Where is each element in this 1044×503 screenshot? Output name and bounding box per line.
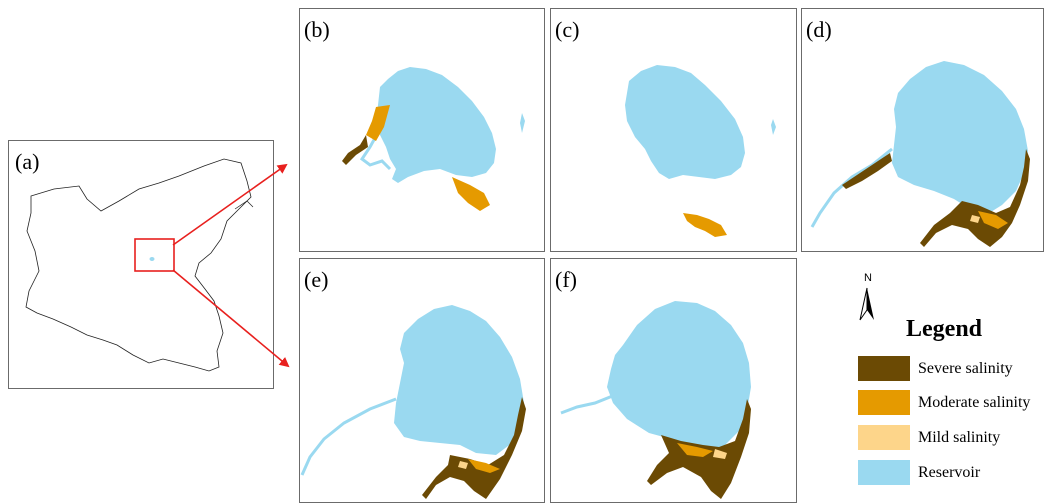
legend-title: Legend <box>906 316 983 342</box>
zoom-arrow-lower <box>172 269 290 368</box>
legend-swatch-mild <box>858 425 910 450</box>
salinity-map-e <box>300 305 526 499</box>
severe-salinity-zone <box>342 135 368 165</box>
reservoir-channel <box>560 393 616 415</box>
reservoir-channel <box>300 397 397 476</box>
reservoir-area <box>625 65 745 179</box>
map-panel-e: (e) <box>299 258 545 503</box>
panel-label-a: (a) <box>15 149 40 174</box>
legend-label-severe: Severe salinity <box>918 360 1013 377</box>
inner-boundary <box>234 200 254 210</box>
north-arrow-label: N <box>864 272 872 284</box>
moderate-salinity-zone <box>683 213 727 237</box>
reservoir-area <box>376 67 496 183</box>
mild-salinity-zone <box>970 215 980 223</box>
county-boundary-map <box>25 158 254 372</box>
legend-label-moderate: Moderate salinity <box>918 394 1031 411</box>
moderate-salinity-zone <box>366 105 390 141</box>
panel-label-b: (b) <box>304 17 330 42</box>
north-arrow-icon <box>859 287 874 321</box>
map-panel-f: (f) <box>550 258 797 503</box>
salinity-map-d <box>810 61 1030 247</box>
reservoir-dot <box>149 257 155 261</box>
study-area-highlight <box>134 238 175 272</box>
panel-label-d: (d) <box>806 17 832 42</box>
legend-swatch-reservoir <box>858 460 910 485</box>
reservoir-fragment <box>520 113 525 133</box>
reservoir-area <box>607 301 751 451</box>
salinity-map-c <box>625 65 776 237</box>
legend-label-reservoir: Reservoir <box>918 464 981 481</box>
overview-map-panel: (a) <box>8 140 274 389</box>
salinity-map-b <box>342 67 525 211</box>
panel-label-f: (f) <box>555 267 577 292</box>
moderate-salinity-zone-2 <box>452 177 490 211</box>
mild-salinity-zone <box>458 461 468 469</box>
legend-swatch-severe <box>858 356 910 381</box>
moderate-salinity-zone <box>468 459 500 473</box>
reservoir-channel <box>359 128 392 171</box>
legend-swatch-moderate <box>858 390 910 415</box>
mild-salinity-zone <box>713 449 727 459</box>
reservoir-fragment <box>771 119 776 135</box>
legend-label-mild: Mild salinity <box>918 429 1001 446</box>
panel-label-c: (c) <box>555 17 580 42</box>
map-panel-d: (d) <box>801 8 1044 252</box>
moderate-salinity-zone <box>677 443 713 457</box>
reservoir-area <box>892 61 1028 215</box>
map-panel-c: (c) <box>550 8 797 252</box>
moderate-salinity-zone <box>978 211 1008 229</box>
legend: N Legend Severe salinity Moderate salini… <box>852 272 1044 503</box>
north-arrow: N <box>852 272 882 324</box>
map-panel-b: (b) <box>299 8 545 252</box>
county-boundary <box>25 158 252 372</box>
severe-salinity-zone <box>422 397 526 499</box>
salinity-map-f <box>560 301 751 499</box>
zoom-arrow-upper <box>172 163 288 246</box>
reservoir-area <box>394 305 524 455</box>
severe-salinity-zone-west <box>842 153 892 189</box>
panel-label-e: (e) <box>304 267 329 292</box>
